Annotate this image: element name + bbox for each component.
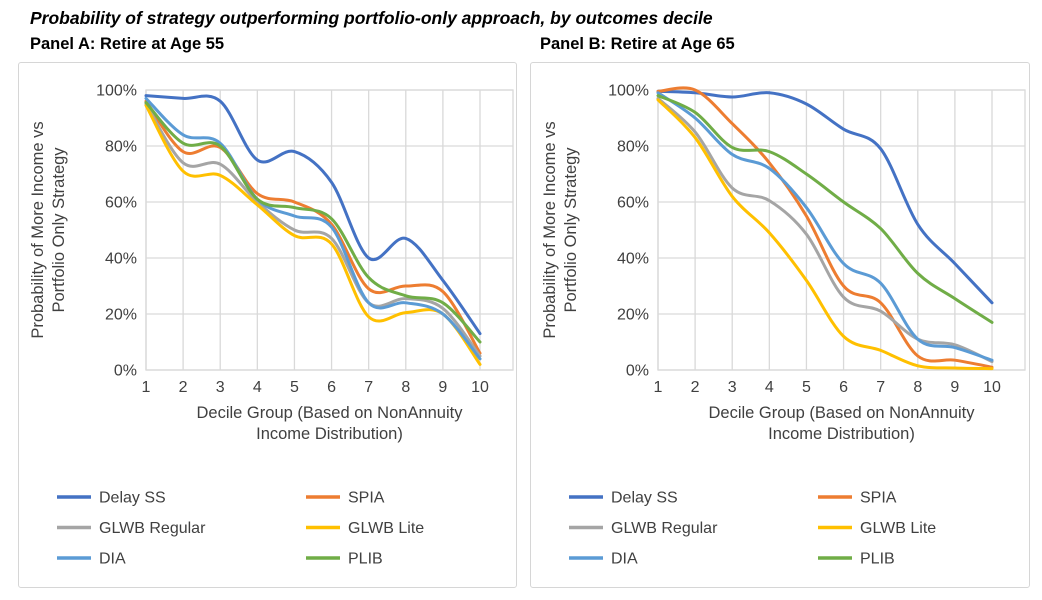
y-tick-label: 40%: [617, 251, 649, 268]
y-tick-label: 0%: [114, 363, 137, 380]
legend-label-glwb-lite: GLWB Lite: [860, 520, 936, 537]
panel-b-plot: 0% 20% 40% 60% 80% 100% 1 2 3 4 5 6 7 8 9 10 Decile Grou…: [541, 83, 1026, 568]
legend: Delay SS SPIA GLWB Regular GLWB Lite DIA PLIB: [57, 490, 424, 568]
y-tick-label: 60%: [105, 195, 137, 212]
x-tick-label: 10: [471, 379, 489, 396]
x-tick-label: 2: [179, 379, 188, 396]
legend-item-spia: SPIA: [818, 490, 897, 507]
legend-label-spia: SPIA: [860, 490, 897, 507]
line-delay-ss: [144, 94, 482, 336]
y-axis-tick-labels: 0% 20% 40% 60% 80% 100%: [96, 83, 137, 380]
legend-item-delay-ss: Delay SS: [57, 490, 166, 507]
series-lines: [656, 86, 994, 371]
legend-label-spia: SPIA: [348, 490, 385, 507]
x-tick-label: 7: [876, 379, 885, 396]
y-axis-title: Portfolio Only Strategy: [50, 147, 68, 313]
series-lines: [144, 94, 482, 366]
legend-label-dia: DIA: [99, 551, 126, 568]
panel-a-title: Panel A: Retire at Age 55: [30, 35, 225, 53]
panel-a-plot: 0% 20% 40% 60% 80% 100% 1 2 3 4 5 6 7 8 9 10 Decile Grou…: [29, 83, 514, 568]
x-tick-label: 6: [327, 379, 336, 396]
line-plib: [144, 101, 482, 344]
x-tick-label: 5: [802, 379, 811, 396]
y-tick-label: 40%: [105, 251, 137, 268]
legend-label-glwb-regular: GLWB Regular: [611, 520, 718, 537]
line-spia: [656, 86, 994, 369]
x-axis-title: Income Distribution): [768, 425, 915, 443]
y-tick-label: 20%: [617, 307, 649, 324]
x-tick-label: 5: [290, 379, 299, 396]
legend-item-dia: DIA: [57, 551, 126, 568]
legend-item-plib: PLIB: [818, 551, 895, 568]
x-tick-label: 8: [913, 379, 922, 396]
legend-label-delay-ss: Delay SS: [611, 490, 678, 507]
legend-item-glwb-regular: GLWB Regular: [569, 520, 718, 537]
y-tick-label: 0%: [626, 363, 649, 380]
panel-b-chart-area: 0% 20% 40% 60% 80% 100% 1 2 3 4 5 6 7 8 9 10 Decile Grou…: [530, 62, 1030, 588]
y-axis-tick-labels: 0% 20% 40% 60% 80% 100%: [608, 83, 649, 380]
y-axis-title: Probability of More Income vs: [541, 121, 559, 338]
x-tick-label: 6: [839, 379, 848, 396]
x-axis-title: Decile Group (Based on NonAnnuity: [709, 404, 976, 422]
x-tick-label: 8: [401, 379, 410, 396]
y-tick-label: 60%: [617, 195, 649, 212]
x-axis-tick-labels: 1 2 3 4 5 6 7 8 9 10: [142, 379, 489, 396]
legend-item-glwb-regular: GLWB Regular: [57, 520, 206, 537]
legend-label-dia: DIA: [611, 551, 638, 568]
x-tick-label: 9: [438, 379, 447, 396]
x-tick-label: 1: [142, 379, 151, 396]
x-tick-label: 2: [691, 379, 700, 396]
y-tick-label: 100%: [608, 83, 649, 100]
legend: Delay SS SPIA GLWB Regular GLWB Lite DIA PLIB: [569, 490, 936, 568]
line-glwb-regular: [656, 96, 994, 364]
y-tick-label: 20%: [105, 307, 137, 324]
line-glwb-regular: [144, 102, 482, 358]
x-tick-label: 7: [364, 379, 373, 396]
x-tick-label: 10: [983, 379, 1001, 396]
x-tick-label: 3: [216, 379, 225, 396]
y-tick-label: 100%: [96, 83, 137, 100]
x-axis-title: Decile Group (Based on NonAnnuity: [197, 404, 464, 422]
plot-border: [145, 89, 514, 371]
panel-a-chart-area: 0% 20% 40% 60% 80% 100% 1 2 3 4 5 6 7 8 9 10 Decile Grou…: [18, 62, 517, 588]
legend-label-plib: PLIB: [348, 551, 383, 568]
line-plib: [656, 94, 994, 324]
line-dia: [144, 96, 482, 361]
y-axis-title: Portfolio Only Strategy: [562, 147, 580, 313]
line-dia: [656, 91, 994, 362]
legend-item-delay-ss: Delay SS: [569, 490, 678, 507]
legend-label-glwb-regular: GLWB Regular: [99, 520, 206, 537]
legend-label-glwb-lite: GLWB Lite: [348, 520, 424, 537]
y-tick-label: 80%: [617, 139, 649, 156]
x-tick-label: 1: [654, 379, 663, 396]
y-axis-title: Probability of More Income vs: [29, 121, 47, 338]
legend-item-glwb-lite: GLWB Lite: [818, 520, 936, 537]
x-tick-label: 4: [253, 379, 262, 396]
line-delay-ss: [656, 89, 994, 305]
legend-item-plib: PLIB: [306, 551, 383, 568]
line-glwb-lite: [144, 103, 482, 366]
legend-label-delay-ss: Delay SS: [99, 490, 166, 507]
panel-b-title: Panel B: Retire at Age 65: [540, 35, 735, 53]
x-tick-label: 3: [728, 379, 737, 396]
line-glwb-lite: [656, 98, 994, 371]
figure-title: Probability of strategy outperforming po…: [30, 8, 713, 28]
legend-item-glwb-lite: GLWB Lite: [306, 520, 424, 537]
x-axis-tick-labels: 1 2 3 4 5 6 7 8 9 10: [654, 379, 1001, 396]
y-tick-label: 80%: [105, 139, 137, 156]
plot-border: [657, 89, 1026, 371]
x-tick-label: 4: [765, 379, 774, 396]
legend-item-spia: SPIA: [306, 490, 385, 507]
legend-item-dia: DIA: [569, 551, 638, 568]
legend-label-plib: PLIB: [860, 551, 895, 568]
x-axis-title: Income Distribution): [256, 425, 403, 443]
x-tick-label: 9: [950, 379, 959, 396]
